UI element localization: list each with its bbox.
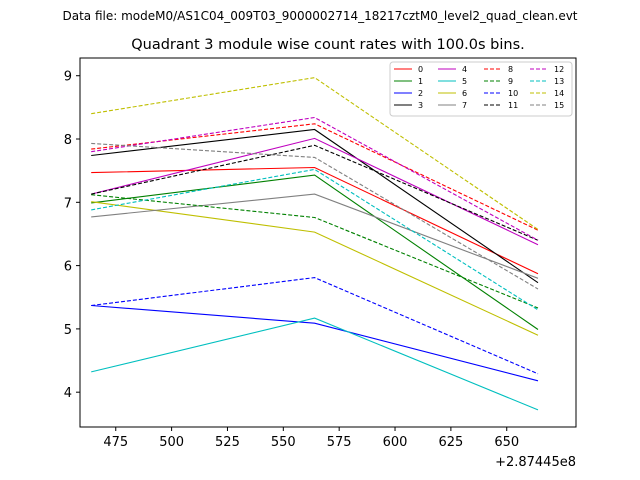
series-line-15 [91,142,539,290]
series-layer [91,77,539,411]
y-tick-label: 4 [64,386,72,401]
plot-frame [79,57,577,428]
legend-frame [389,61,573,117]
legend-label-14: 14 [554,89,564,98]
legend-label-6: 6 [462,89,467,98]
series-line-10 [91,277,539,375]
series-line-9 [91,194,539,309]
y-tick-label: 8 [64,133,72,148]
x-tick-label: 475 [103,435,128,450]
x-tick-label: 525 [215,435,240,450]
y-tick-label: 6 [64,260,72,275]
legend-label-4: 4 [462,65,467,74]
chart-title: Quadrant 3 module wise count rates with … [131,37,525,53]
y-tick-label: 7 [64,196,72,211]
x-tick-label: 600 [383,435,408,450]
series-line-13 [91,168,539,311]
series-line-2 [91,304,539,382]
series-line-11 [91,144,539,241]
y-tick-label: 9 [64,70,72,85]
legend-label-3: 3 [418,101,423,110]
series-line-5 [91,317,539,411]
series-line-3 [91,128,539,284]
series-line-14 [91,77,539,230]
series-line-6 [91,201,539,336]
legend-label-7: 7 [462,101,467,110]
legend-label-11: 11 [508,101,518,110]
series-line-0 [91,166,539,275]
legend-label-0: 0 [418,65,423,74]
x-tick-label: 625 [438,435,463,450]
y-tick-label: 5 [64,323,72,338]
legend-label-10: 10 [508,89,518,98]
legend-label-9: 9 [508,77,513,86]
legend-label-5: 5 [462,77,467,86]
x-tick-label: 650 [494,435,519,450]
data-file-header: Data file: modeM0/AS1C04_009T03_90000027… [62,9,577,23]
legend-label-2: 2 [418,89,423,98]
legend-label-8: 8 [508,65,513,74]
series-line-7 [91,193,539,279]
legend-label-13: 13 [554,77,564,86]
legend-label-12: 12 [554,65,564,74]
x-tick-label: 500 [159,435,184,450]
legend-label-1: 1 [418,77,423,86]
x-axis-offset-label: +2.87445e8 [495,455,576,470]
legend-label-15: 15 [554,101,564,110]
x-tick-label: 575 [327,435,352,450]
series-line-12 [91,116,539,241]
x-tick-label: 550 [271,435,296,450]
series-line-4 [91,137,539,246]
